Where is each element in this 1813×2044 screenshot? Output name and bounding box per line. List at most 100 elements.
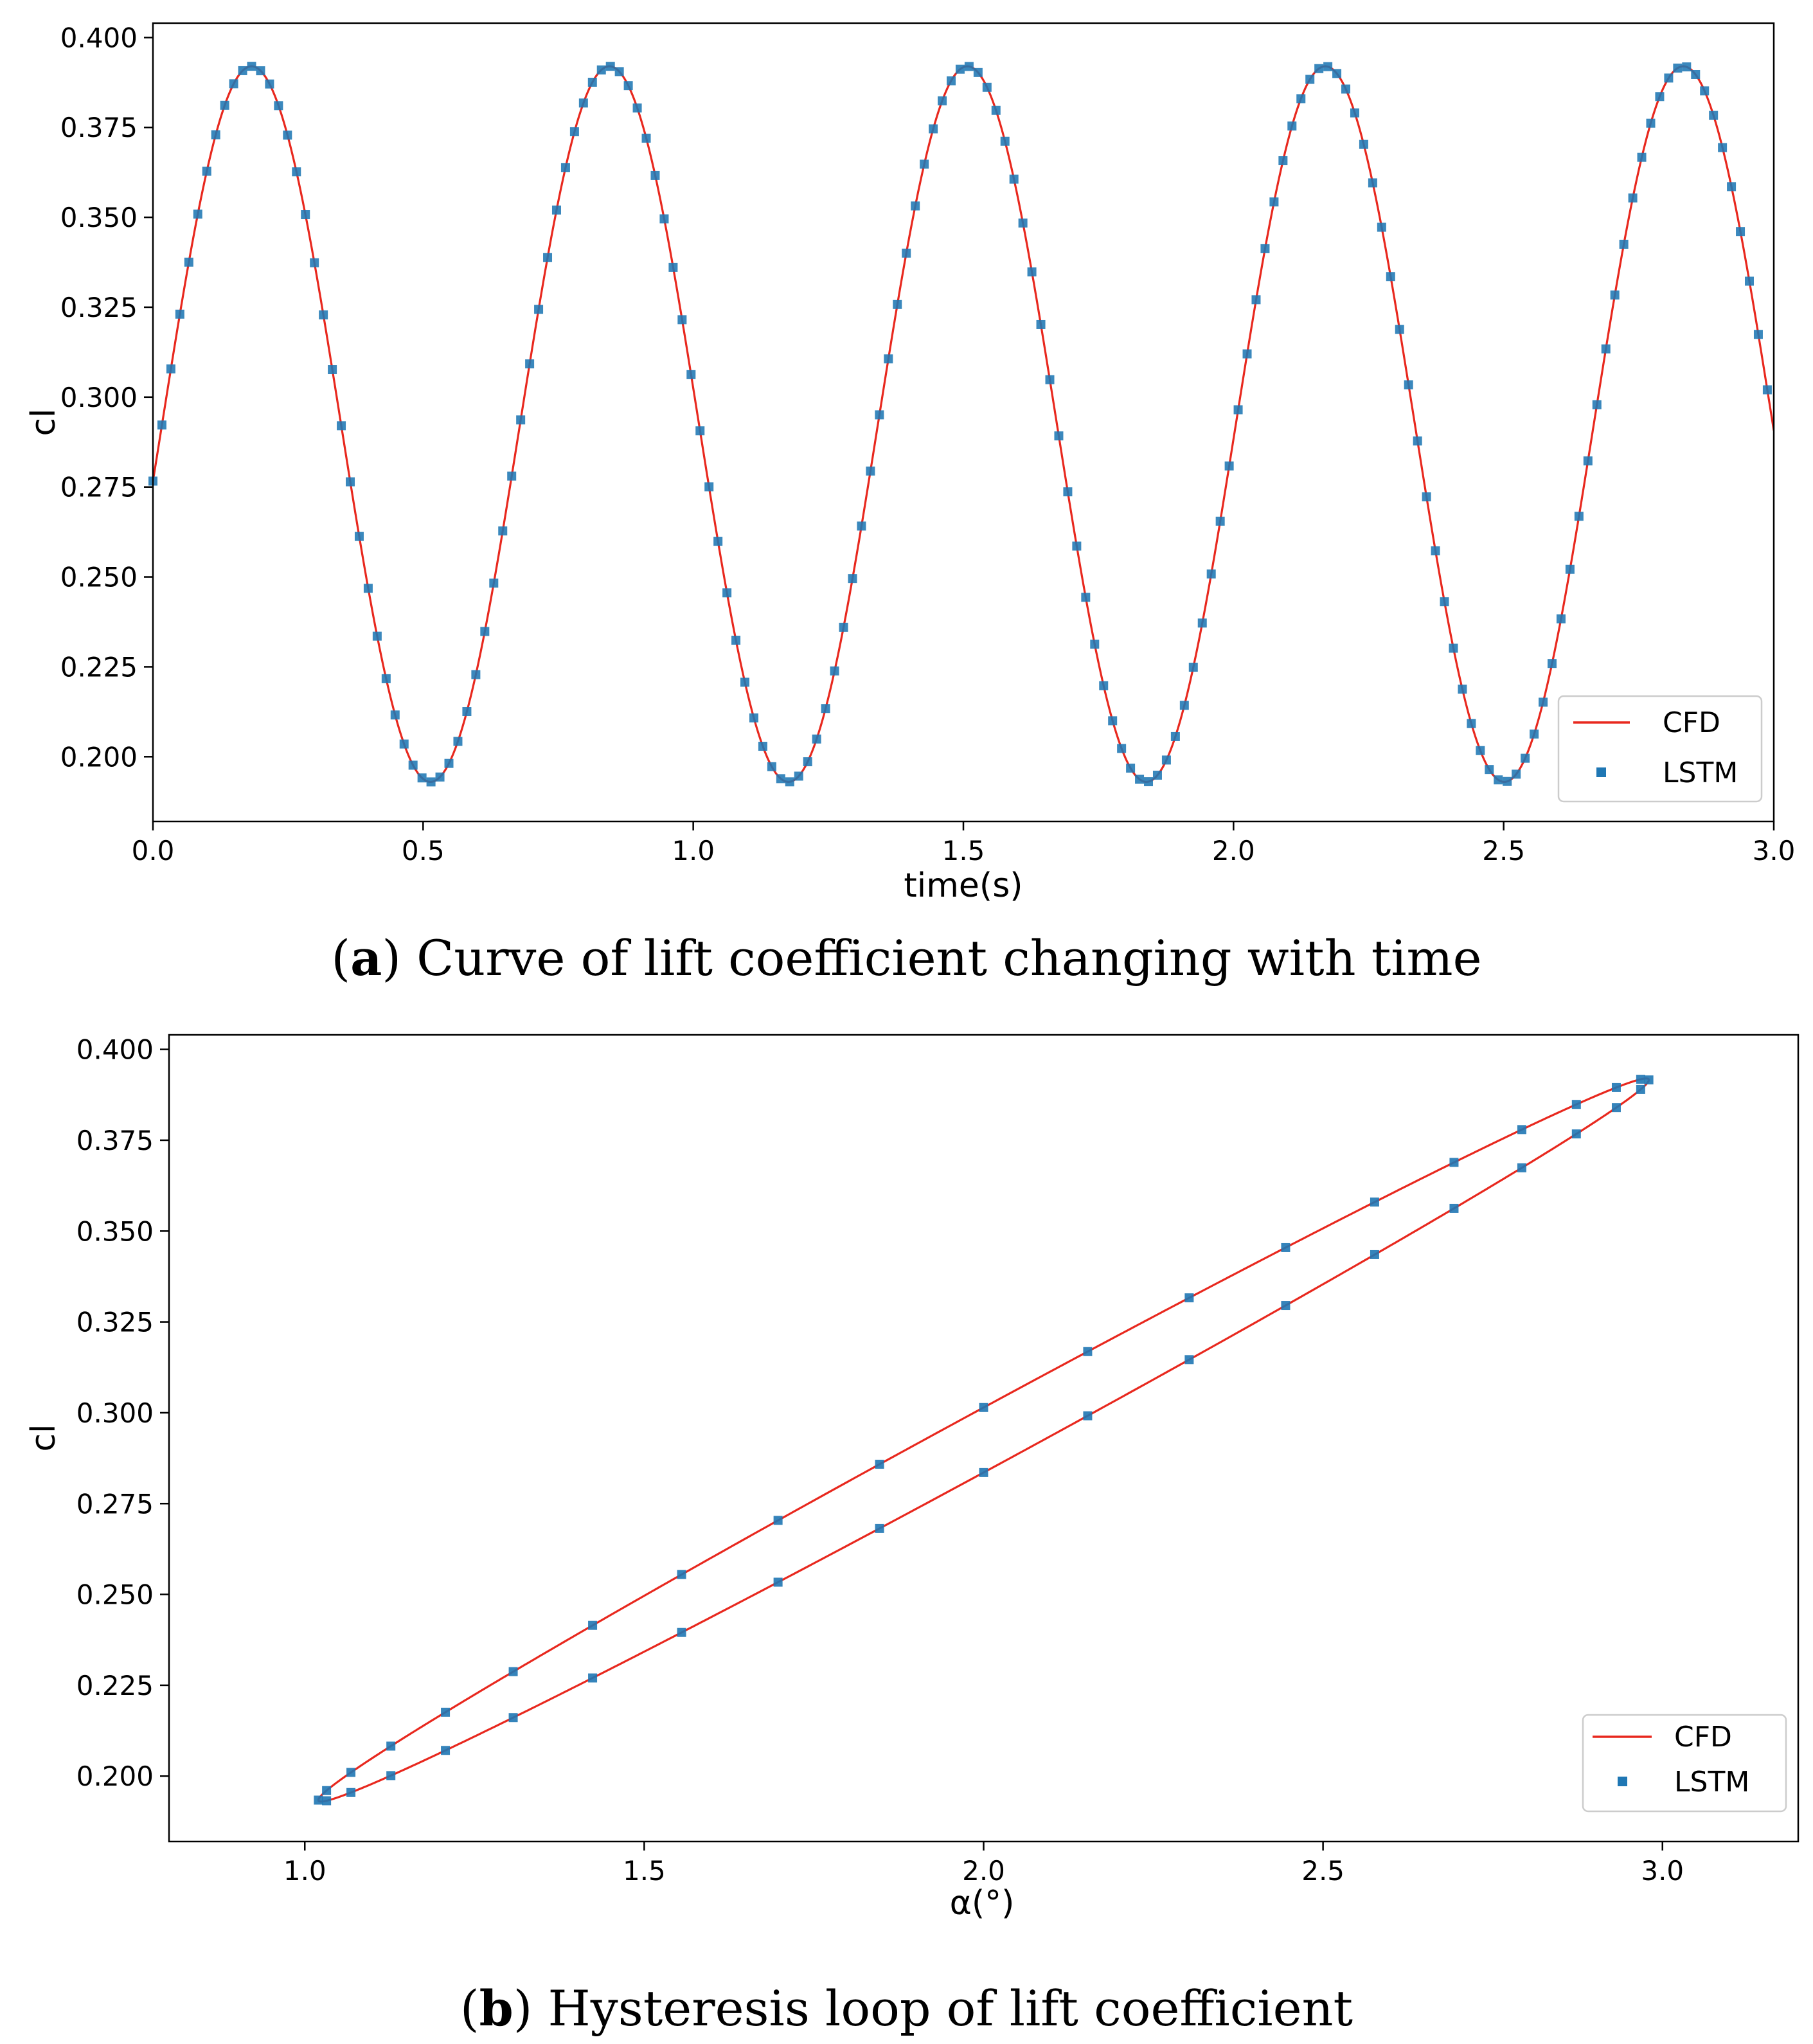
lstm-point — [1619, 239, 1629, 249]
panel-b-y-axis-title: cl — [24, 1424, 63, 1451]
lstm-point — [1323, 62, 1333, 71]
lstm-point — [211, 130, 220, 139]
lstm-point — [1449, 643, 1458, 653]
lstm-point — [507, 471, 517, 481]
panel-b-plot-frame — [168, 1034, 1800, 1843]
panel-a-plot-frame — [152, 22, 1775, 823]
lstm-point — [229, 79, 238, 89]
lstm-point — [821, 704, 830, 713]
lstm-point — [441, 1707, 451, 1717]
panel-a-y-axis: 0.200 0.225 0.250 0.275 0.300 0.325 0.350 0.375… — [60, 22, 153, 773]
lstm-point — [749, 713, 758, 722]
lstm-point — [1449, 1203, 1459, 1213]
lstm-point — [265, 79, 274, 89]
lstm-point — [471, 670, 481, 679]
b-y-tick-label: 0.400 — [76, 1034, 154, 1066]
lstm-point — [238, 66, 247, 75]
lstm-point — [686, 370, 696, 379]
lstm-point — [929, 124, 938, 134]
lstm-point — [508, 1713, 518, 1723]
a-y-tick-label: 0.200 — [60, 741, 138, 773]
a-x-tick-label: 0.5 — [402, 835, 445, 866]
panel-b-lstm-markers — [314, 1075, 1654, 1806]
lstm-point — [1332, 69, 1342, 78]
lstm-point — [1637, 152, 1647, 162]
lstm-point — [1341, 84, 1351, 94]
lstm-point — [1251, 295, 1261, 305]
lstm-point — [758, 742, 767, 751]
lstm-point — [1628, 193, 1638, 203]
lstm-point — [516, 415, 526, 425]
lstm-point — [991, 105, 1001, 115]
lstm-point — [1485, 765, 1494, 775]
b-x-tick-label: 2.0 — [962, 1855, 1005, 1887]
lstm-point — [508, 1667, 518, 1676]
lstm-point — [973, 67, 983, 77]
b-y-tick-label: 0.350 — [76, 1215, 154, 1247]
lstm-point — [1296, 94, 1306, 103]
panel-a-lift-vs-time: 0.0 0.5 1.0 1.5 2.0 2.5 3.0 0.2000.2250.2500.2… — [24, 22, 1795, 905]
a-y-tick-label: 0.275 — [60, 472, 138, 503]
lstm-point — [1565, 564, 1575, 574]
lstm-point — [1611, 1103, 1621, 1113]
lstm-point — [740, 677, 750, 687]
lstm-point — [1521, 753, 1530, 763]
lstm-point — [498, 526, 508, 536]
panel-a-x-axis: 0.0 0.5 1.0 1.5 2.0 2.5 3.0 — [132, 821, 1795, 866]
a-y-tick-label: 0.325 — [60, 292, 138, 323]
lstm-point — [193, 210, 202, 219]
lstm-point — [1368, 178, 1377, 188]
b-x-tick-label: 3.0 — [1641, 1855, 1684, 1887]
lstm-point — [857, 521, 866, 531]
lstm-point — [1422, 492, 1431, 501]
lstm-point — [1305, 75, 1315, 84]
lstm-point — [1571, 1129, 1581, 1139]
lstm-point — [713, 537, 723, 546]
panel-b-legend: CFD LSTM — [1582, 1714, 1787, 1813]
lstm-point — [1126, 764, 1136, 773]
b-y-tick-label: 0.200 — [76, 1761, 154, 1792]
panel-b-x-axis: 1.0 1.5 2.0 2.5 3.0 — [283, 1842, 1684, 1887]
lstm-point — [1083, 1347, 1093, 1356]
lstm-point — [1673, 63, 1683, 73]
lstm-point — [1135, 775, 1145, 784]
lstm-point — [1610, 290, 1620, 300]
lstm-point — [830, 666, 839, 676]
lstm-point — [776, 774, 785, 784]
lstm-point — [386, 1771, 396, 1780]
lstm-point — [1592, 400, 1602, 409]
lstm-point — [1745, 276, 1755, 286]
lstm-point — [1413, 436, 1422, 446]
lstm-point — [184, 257, 193, 267]
lstm-point — [1108, 716, 1118, 726]
lstm-point — [386, 1741, 396, 1751]
lstm-point — [979, 1403, 988, 1412]
lstm-point — [668, 262, 678, 272]
a-y-tick-label: 0.300 — [60, 382, 138, 413]
lstm-point — [1314, 64, 1324, 73]
lstm-point — [1503, 776, 1512, 786]
lstm-point — [1646, 118, 1656, 128]
legend-lstm-label: LSTM — [1674, 1766, 1749, 1798]
lstm-point — [1359, 139, 1368, 149]
lstm-point — [875, 410, 884, 420]
lstm-point — [157, 420, 166, 430]
lstm-point — [875, 1523, 884, 1533]
lstm-point — [596, 65, 606, 75]
lstm-point — [1517, 1163, 1526, 1172]
lstm-point — [1281, 1301, 1291, 1311]
lstm-point — [1556, 614, 1566, 623]
lstm-point — [1458, 685, 1467, 694]
lstm-point — [1512, 769, 1521, 779]
panel-a-lstm-markers — [148, 62, 1772, 787]
lstm-point — [1530, 730, 1539, 739]
lstm-point — [1009, 174, 1019, 184]
lstm-point — [322, 1786, 332, 1795]
lstm-point — [722, 588, 732, 598]
legend-lstm-swatch — [1618, 1777, 1627, 1786]
a-y-tick-label: 0.225 — [60, 651, 138, 683]
lstm-point — [947, 76, 956, 85]
b-y-tick-label: 0.300 — [76, 1397, 154, 1429]
lstm-point — [1655, 92, 1665, 102]
